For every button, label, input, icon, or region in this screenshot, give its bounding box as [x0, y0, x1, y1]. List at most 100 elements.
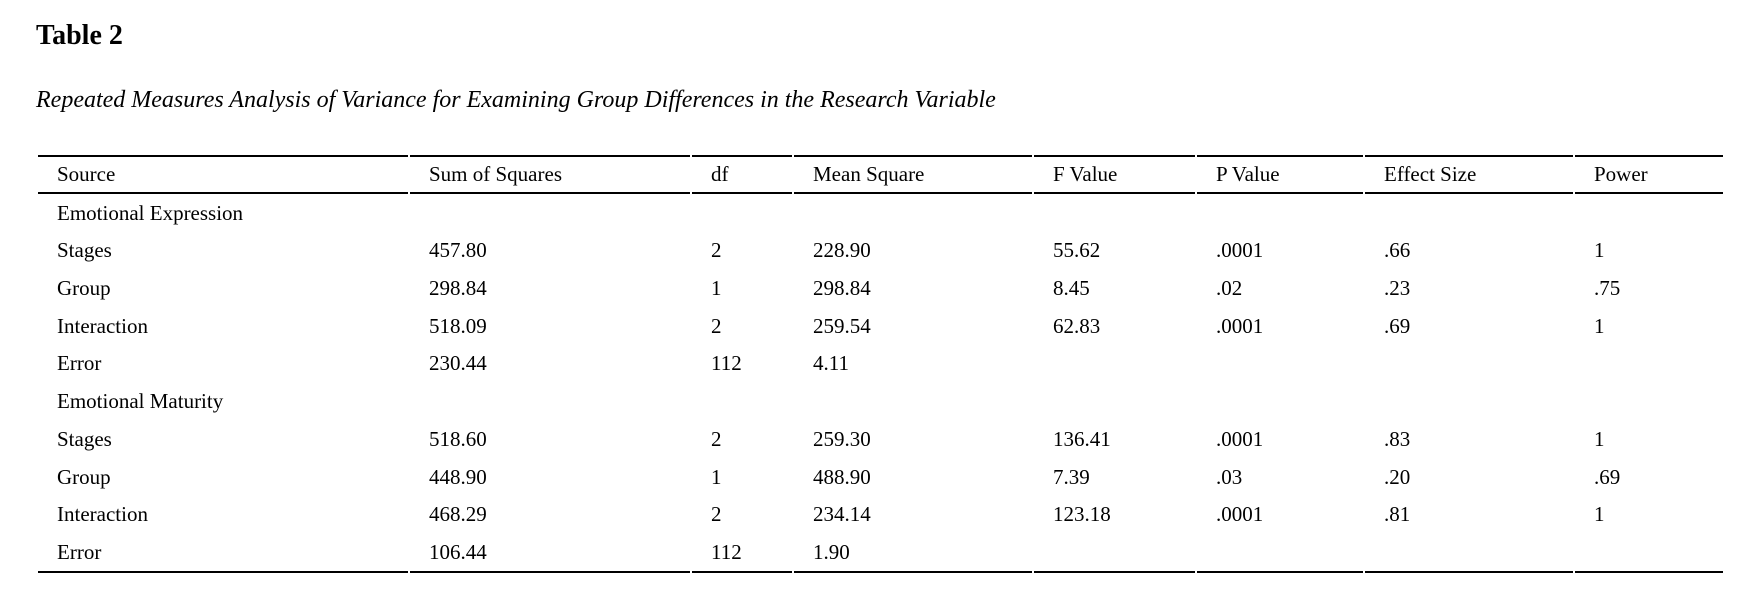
cell-source: Interaction [57, 313, 148, 338]
cell-effect-size: .81 [1384, 502, 1411, 527]
cell-f-value [1034, 194, 1195, 232]
column-header-source: Source [38, 155, 408, 195]
header-row: Source Sum of Squares df Mean Square F V… [38, 155, 1723, 195]
cell-mean-square: 234.14 [813, 502, 871, 527]
table-row-error: Error 230.44 112 4.11 [38, 345, 1723, 383]
cell-mean-square: 4.11 [813, 351, 849, 376]
cell-f-value: 136.41 [1053, 426, 1111, 451]
document-page: Table 2 Repeated Measures Analysis of Va… [36, 20, 1725, 574]
cell-effect-size: .69 [1384, 313, 1411, 338]
cell-effect-size [1365, 194, 1573, 232]
table-row-group: Group 298.84 1 298.84 8.45 .02 .23 .75 [38, 270, 1723, 308]
cell-effect-size [1365, 534, 1573, 574]
table-row-interaction: Interaction 468.29 2 234.14 123.18 .0001… [38, 496, 1723, 534]
cell-df [692, 194, 792, 232]
cell-df: 112 [711, 351, 742, 376]
cell-df: 1 [711, 464, 722, 489]
table-row-stages: Stages 518.60 2 259.30 136.41 .0001 .83 … [38, 421, 1723, 459]
cell-source: Group [57, 464, 111, 489]
cell-df: 112 [692, 534, 792, 574]
cell-source: Interaction [57, 502, 148, 527]
cell-sum-of-squares: 468.29 [429, 502, 487, 527]
cell-f-value: 8.45 [1053, 276, 1090, 301]
cell-sum-of-squares [410, 383, 690, 421]
cell-mean-square: 298.84 [813, 276, 871, 301]
cell-effect-size: .20 [1384, 464, 1411, 489]
cell-p-value: .0001 [1216, 238, 1264, 263]
table-row-error: Error 106.44 112 1.90 [38, 534, 1723, 574]
cell-f-value [1034, 534, 1195, 574]
cell-p-value [1197, 383, 1363, 421]
cell-p-value: .02 [1216, 276, 1243, 301]
cell-p-value: .0001 [1216, 502, 1264, 527]
cell-df [692, 383, 792, 421]
cell-df: 2 [711, 426, 722, 451]
cell-sum-of-squares: 457.80 [429, 238, 487, 263]
cell-f-value: 62.83 [1053, 313, 1101, 338]
cell-f-value: 55.62 [1053, 238, 1101, 263]
cell-effect-size [1365, 383, 1573, 421]
cell-sum-of-squares: 518.09 [429, 313, 487, 338]
column-header-f-value: F Value [1034, 155, 1195, 195]
cell-df: 2 [711, 238, 722, 263]
cell-f-value: 7.39 [1053, 464, 1090, 489]
column-header-mean-square: Mean Square [794, 155, 1032, 195]
cell-f-value: 123.18 [1053, 502, 1111, 527]
cell-p-value: .0001 [1216, 313, 1264, 338]
cell-mean-square [794, 194, 1032, 232]
cell-effect-size [1365, 345, 1573, 383]
table-row-group: Group 448.90 1 488.90 7.39 .03 .20 .69 [38, 458, 1723, 496]
cell-sum-of-squares [410, 194, 690, 232]
cell-power [1575, 345, 1723, 383]
cell-p-value: .03 [1216, 464, 1243, 489]
cell-source: Group [57, 276, 111, 301]
cell-power: 1 [1594, 238, 1605, 263]
cell-f-value [1034, 383, 1195, 421]
cell-source: Emotional Expression [57, 200, 244, 225]
anova-table: Source Sum of Squares df Mean Square F V… [36, 155, 1725, 574]
cell-p-value [1197, 534, 1363, 574]
cell-df: 2 [711, 313, 722, 338]
cell-mean-square: 259.54 [813, 313, 871, 338]
cell-mean-square: 228.90 [813, 238, 871, 263]
cell-power [1575, 194, 1723, 232]
cell-source: Emotional Maturity [57, 389, 224, 414]
cell-df: 1 [711, 276, 722, 301]
cell-mean-square: 488.90 [813, 464, 871, 489]
section-row-emotional-expression: Emotional Expression [38, 194, 1723, 232]
column-header-sum-of-squares: Sum of Squares [410, 155, 690, 195]
column-header-p-value: P Value [1197, 155, 1363, 195]
cell-effect-size: .66 [1384, 238, 1411, 263]
cell-power: .69 [1594, 464, 1621, 489]
cell-source: Stages [57, 426, 112, 451]
cell-power: .75 [1594, 276, 1621, 301]
cell-source: Stages [57, 238, 112, 263]
cell-p-value [1197, 194, 1363, 232]
cell-sum-of-squares: 106.44 [410, 534, 690, 574]
cell-sum-of-squares: 230.44 [429, 351, 487, 376]
cell-source: Error [38, 534, 408, 574]
cell-mean-square: 259.30 [813, 426, 871, 451]
cell-effect-size: .83 [1384, 426, 1411, 451]
cell-sum-of-squares: 298.84 [429, 276, 487, 301]
section-row-emotional-maturity: Emotional Maturity [38, 383, 1723, 421]
cell-sum-of-squares: 448.90 [429, 464, 487, 489]
column-header-power: Power [1575, 155, 1723, 195]
cell-df: 2 [711, 502, 722, 527]
cell-effect-size: .23 [1384, 276, 1411, 301]
cell-power: 1 [1594, 426, 1605, 451]
cell-mean-square [794, 383, 1032, 421]
cell-power [1575, 383, 1723, 421]
table-caption: Repeated Measures Analysis of Variance f… [36, 87, 996, 113]
cell-mean-square: 1.90 [794, 534, 1032, 574]
column-header-df: df [692, 155, 792, 195]
cell-source: Error [57, 351, 102, 376]
cell-p-value: .0001 [1216, 426, 1264, 451]
cell-power [1575, 534, 1723, 574]
table-row-stages: Stages 457.80 2 228.90 55.62 .0001 .66 1 [38, 232, 1723, 270]
cell-f-value [1034, 345, 1195, 383]
column-header-effect-size: Effect Size [1365, 155, 1573, 195]
cell-power: 1 [1594, 313, 1605, 338]
table-label: Table 2 [36, 20, 123, 51]
cell-p-value [1197, 345, 1363, 383]
